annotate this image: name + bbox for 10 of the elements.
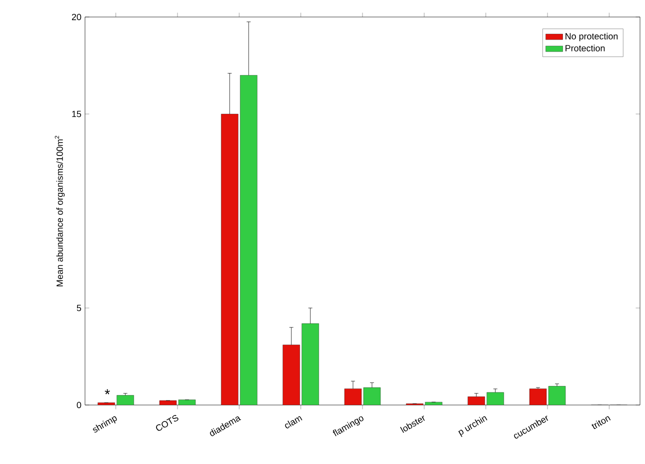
y-axis-title: Mean abundance of organisms/100m$^{2}$	[54, 136, 65, 286]
y-tick-label: 0	[76, 402, 82, 408]
annotation: *	[104, 389, 110, 394]
x-tick-label: triton	[592, 416, 611, 430]
y-tick-label: 5	[76, 304, 82, 312]
y-tick-label: 15	[72, 110, 82, 118]
x-tick-label: clam	[285, 416, 302, 428]
legend-label: No protection	[566, 32, 618, 42]
legend-label: Protection	[566, 44, 605, 52]
y-tick-label: 20	[72, 14, 82, 20]
